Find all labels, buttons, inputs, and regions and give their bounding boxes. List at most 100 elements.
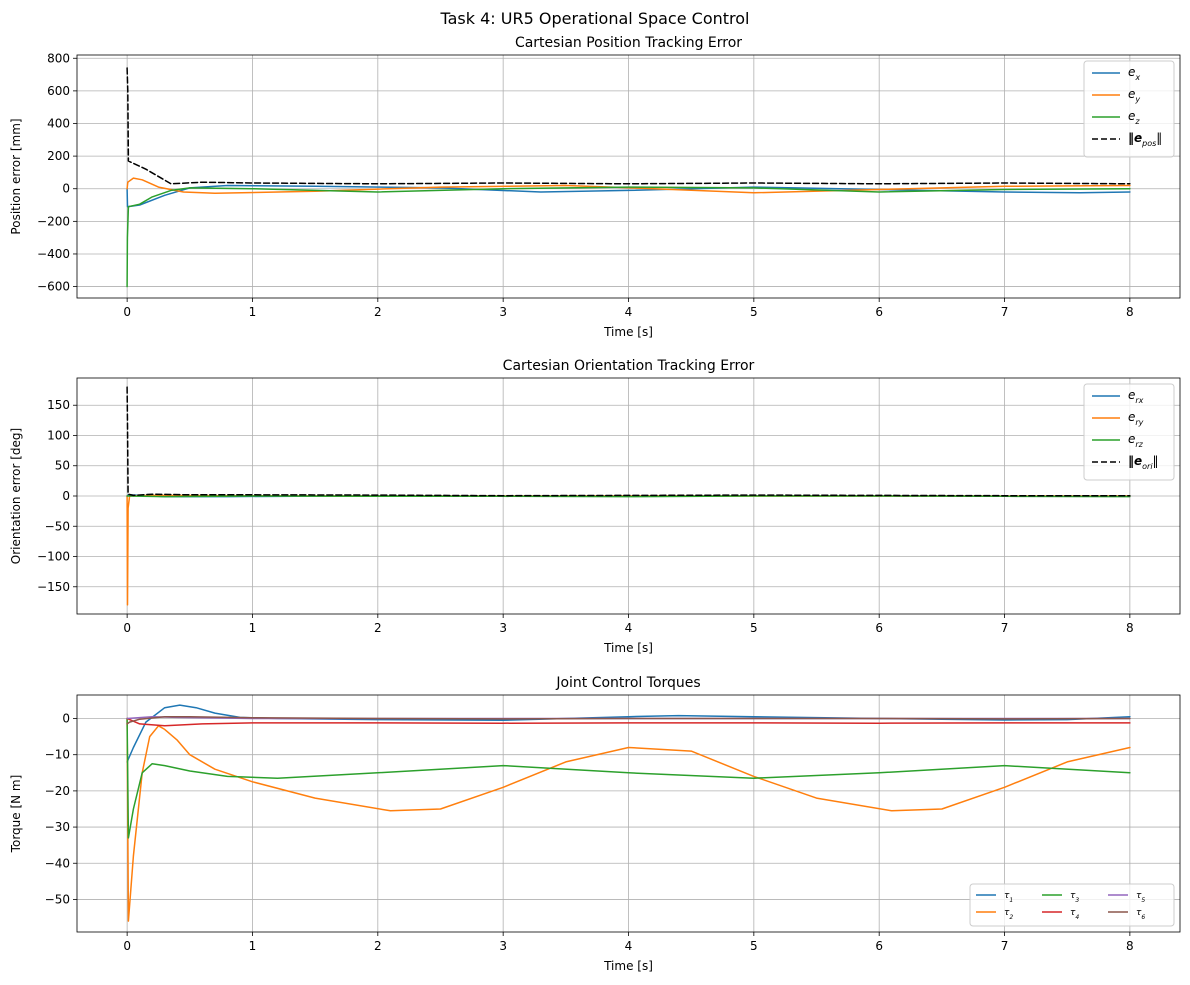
series-line-e_x [126,184,1131,208]
legend-box [1083,383,1175,481]
series-group [126,67,1131,288]
x-tick-label: 3 [499,621,507,635]
y-tick-label: 0 [62,712,70,726]
legend-label-suffix: ‖ [1156,131,1162,145]
y-tick-label: −50 [45,519,70,533]
chart-title: Cartesian Position Tracking Error [515,35,742,51]
legend-label-main: e [1128,432,1135,446]
legend-label-norm_e_ori: ‖eori‖ [1128,454,1159,471]
legend-label-suffix: ‖ [1153,454,1159,468]
legend-label-main: e [1128,388,1135,402]
legend-label-sub: y [1134,95,1140,104]
legend-box [1083,60,1175,158]
x-tick-label: 5 [750,939,758,953]
x-tick-label: 7 [1001,621,1009,635]
x-tick-label: 0 [123,939,131,953]
y-tick-label: 200 [47,149,70,163]
legend-label-tau_3: τ3 [1070,891,1079,904]
y-tick-label: 150 [47,398,70,412]
legend-label-tau_5: τ5 [1136,891,1145,904]
legend-label-sub: z [1134,117,1140,126]
x-axis-label: Time [s] [603,641,653,655]
y-tick-label: 0 [62,182,70,196]
y-tick-label: −200 [37,214,70,228]
legend-label-main: τ [1004,908,1010,918]
legend-label-e_x: ex [1128,65,1140,82]
x-tick-label: 2 [374,621,382,635]
legend-label-sub: rx [1135,396,1143,405]
legend-label-main: e [1128,87,1135,101]
x-tick-label: 7 [1001,939,1009,953]
legend-label-main: τ [1070,891,1076,901]
chart-panel-2: 0 1 2 3 4 5 6 7 8 −150 −100 −50 0 50 100 150 Cartesian O… [9,358,1181,655]
legend-label-tau_4: τ4 [1070,908,1079,921]
legend-label-sub: ori [1142,462,1153,471]
y-tick-label: −100 [37,550,70,564]
y-tick-label: −40 [45,856,70,870]
legend-label-sub: 4 [1075,914,1079,921]
y-tick-label: −10 [45,748,70,762]
chart-panel-1: 0 1 2 3 4 5 6 7 8 −600 −400 −200 0 200 400 600 800 Cartes… [9,35,1181,339]
x-tick-label: 5 [750,621,758,635]
legend-label-tau_2: τ2 [1004,908,1013,921]
x-tick-label: 1 [249,305,257,319]
legend-label-main: τ [1136,908,1142,918]
x-tick-label: 5 [750,305,758,319]
series-line-e_z [126,186,1131,288]
chart-title: Cartesian Orientation Tracking Error [503,358,755,374]
legend-label-sub: pos [1141,139,1156,148]
y-tick-label: −50 [45,892,70,906]
legend-label-tau_6: τ6 [1136,908,1145,921]
legend-label-norm_e_pos: ‖epos‖ [1128,131,1162,148]
legend-label-sub: 1 [1009,897,1013,904]
legend-label-main: τ [1070,908,1076,918]
series-line-norm_e_ori [126,386,1131,497]
x-tick-label: 8 [1126,939,1134,953]
legend-label-e_z: ez [1128,109,1140,126]
legend-label-main: e [1128,410,1135,424]
legend-label-sub: rz [1135,440,1143,449]
y-tick-label: −600 [37,280,70,294]
chart-panel-3: 0 1 2 3 4 5 6 7 8 −50 −40 −30 −20 −10 0 Joint Control T… [9,675,1181,973]
legend-label-sub: ry [1135,418,1143,427]
series-line-tau_6 [126,715,1131,725]
y-tick-label: 0 [62,489,70,503]
legend-label-sub: x [1134,73,1140,82]
x-tick-label: 2 [374,939,382,953]
y-tick-label: −20 [45,784,70,798]
series-line-tau_2 [126,717,1131,922]
x-axis-label: Time [s] [603,325,653,339]
legend-label-main: e [1128,65,1135,79]
series-group [126,704,1131,922]
y-tick-label: −400 [37,247,70,261]
series-line-tau_4 [126,717,1131,727]
legend-label-tau_1: τ1 [1004,891,1013,904]
y-tick-label: 800 [47,51,70,65]
y-tick-label: −150 [37,580,70,594]
legend-label-main: τ [1136,891,1142,901]
legend-label-main: ‖e [1128,454,1142,468]
x-tick-label: 4 [625,621,633,635]
x-tick-label: 1 [249,621,257,635]
x-tick-label: 8 [1126,621,1134,635]
y-tick-label: 600 [47,84,70,98]
legend-label-sub: 2 [1009,914,1013,921]
y-tick-label: 400 [47,116,70,130]
y-tick-label: −30 [45,820,70,834]
x-tick-label: 6 [875,305,883,319]
x-tick-label: 2 [374,305,382,319]
series-group [126,386,1131,606]
legend-label-sub: 3 [1075,897,1079,904]
x-axis-label: Time [s] [603,959,653,973]
x-tick-label: 0 [123,305,131,319]
chart-title: Joint Control Torques [555,675,700,691]
y-axis-label: Torque [N m] [9,775,23,854]
figure-suptitle: Task 4: UR5 Operational Space Control [439,9,749,28]
legend-label-main: ‖e [1128,131,1142,145]
legend-label-e_y: ey [1128,87,1140,104]
x-tick-label: 3 [499,305,507,319]
legend-label-e_rx: erx [1128,388,1144,405]
